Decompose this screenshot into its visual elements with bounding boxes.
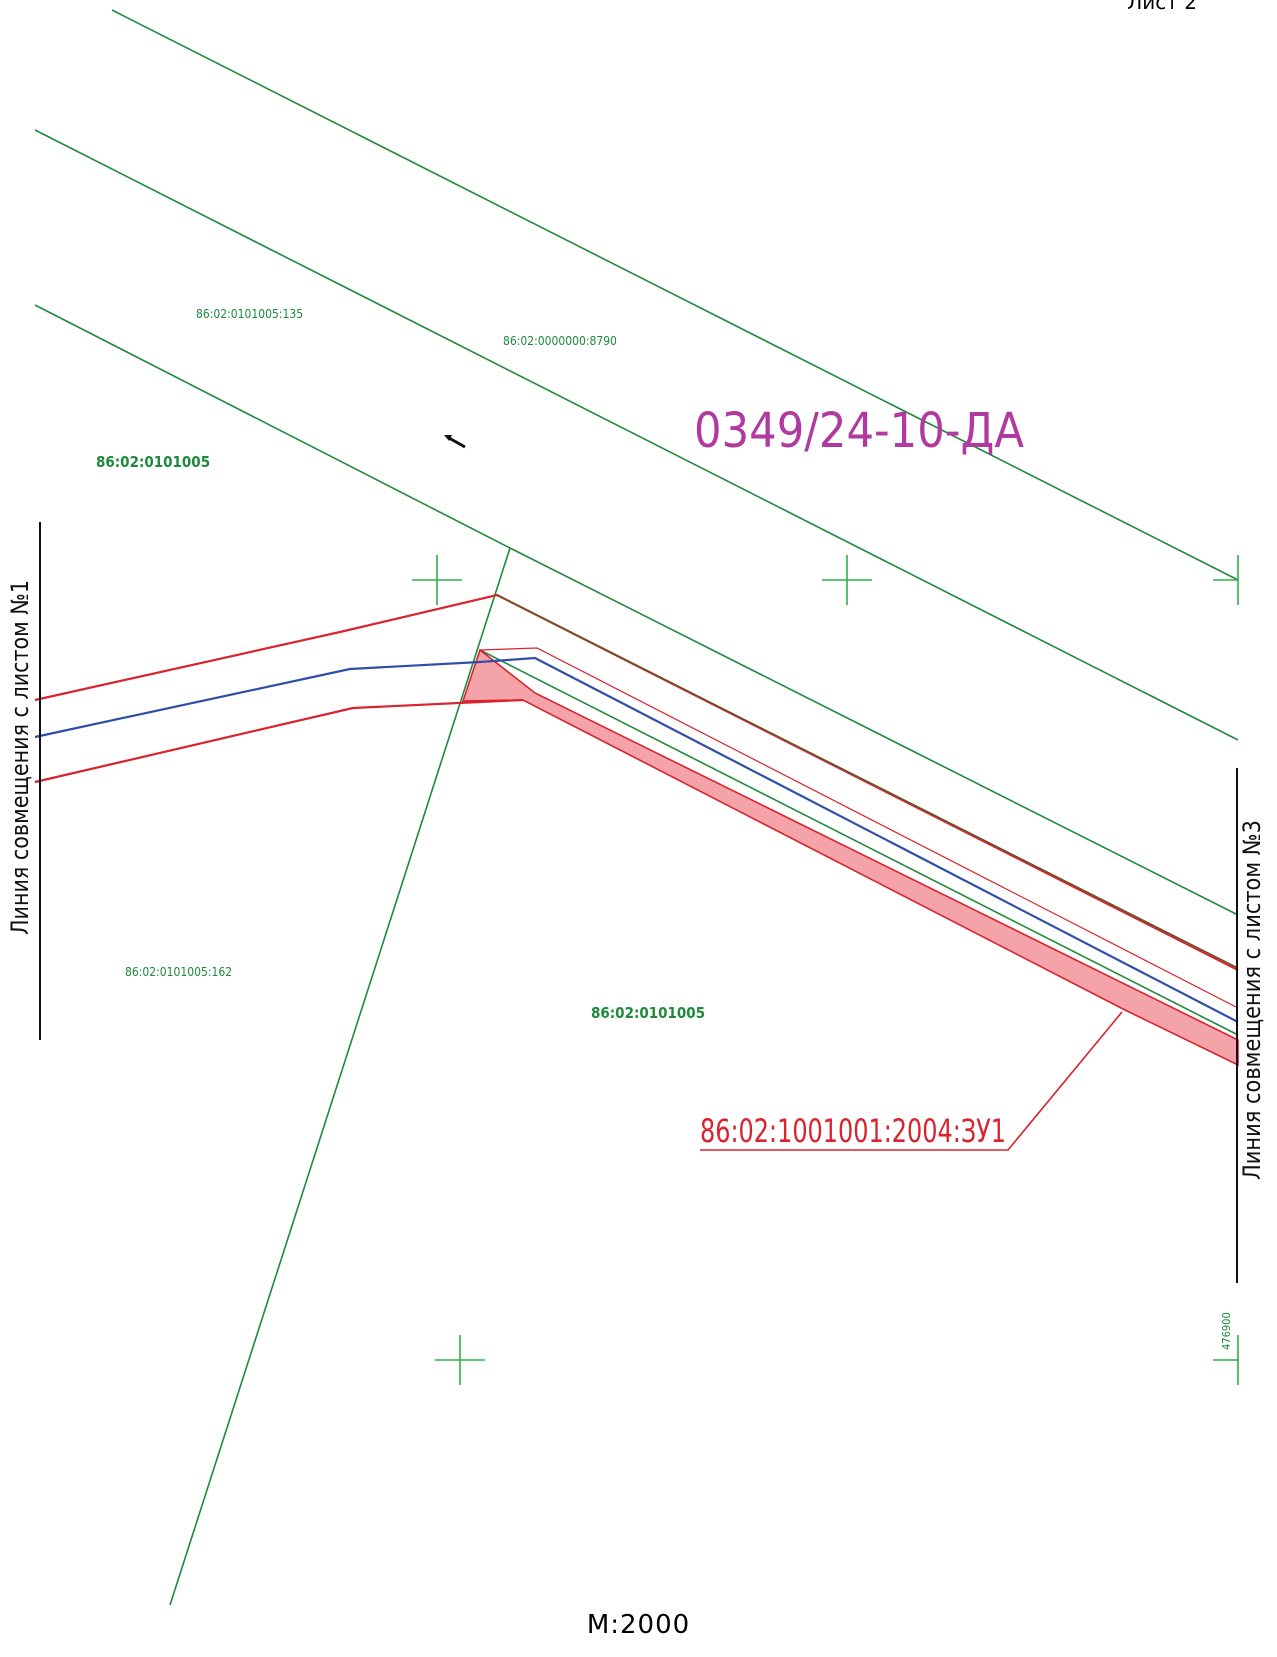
red-line-thin <box>479 647 1239 1009</box>
map-scale: М:2000 <box>586 1610 691 1640</box>
grid-cross <box>412 555 462 605</box>
red-lines <box>34 593 1239 1151</box>
document-code: 0349/24-10-ДА <box>694 403 1024 459</box>
boundary-overlap-line <box>496 594 1239 969</box>
grid-crosses <box>412 555 1239 1385</box>
quarter-label-top: 86:02:0101005 <box>96 453 210 471</box>
grid-cross <box>1213 555 1239 605</box>
grid-cross <box>1213 1335 1239 1385</box>
north-arrow-icon <box>444 435 466 449</box>
grid-cross <box>435 1335 485 1385</box>
match-line-left-label: Линия совмещения с листом №1 <box>6 580 34 935</box>
parcel-label-8790: 86:02:0000000:8790 <box>503 334 617 348</box>
cadastral-boundaries <box>34 9 1239 1606</box>
red-line-upper <box>34 593 1239 971</box>
blue-axis-line <box>34 656 1239 1023</box>
boundary-line-roadside <box>479 649 1239 1036</box>
sheet-number: Лист 2 <box>1127 0 1197 14</box>
coordinate-label: 476900 <box>1220 1312 1233 1350</box>
boundary-line-lower <box>34 304 511 549</box>
boundary-line-lower-right <box>509 547 1239 916</box>
parcel-label-135: 86:02:0101005:135 <box>196 307 303 321</box>
parcel-label-162: 86:02:0101005:162 <box>125 965 232 979</box>
grid-cross <box>822 555 872 605</box>
new-parcel-area <box>461 648 1239 1067</box>
leader-line <box>700 1011 1123 1151</box>
boundary-line-diagonal <box>169 547 511 1606</box>
red-line-lower <box>34 698 524 784</box>
match-line-right-label: Линия совмещения с листом №3 <box>1238 820 1266 1180</box>
boundary-line-top <box>111 9 1239 581</box>
quarter-label-bottom: 86:02:0101005 <box>591 1004 705 1022</box>
new-parcel-label: 86:02:1001001:2004:ЗУ1 <box>700 1112 1006 1150</box>
boundary-line-middle <box>34 129 1239 741</box>
